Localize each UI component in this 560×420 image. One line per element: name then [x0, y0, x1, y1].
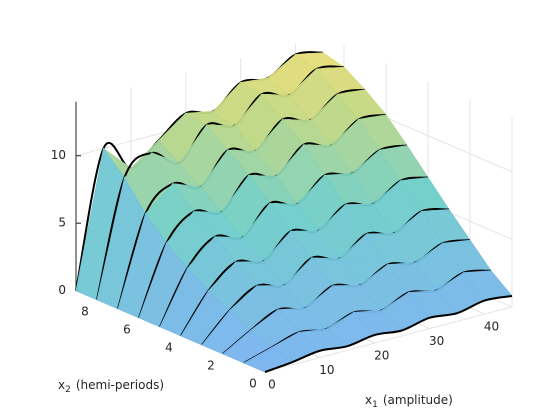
x-label-rest: (amplitude)	[383, 393, 453, 407]
surface-line	[264, 295, 513, 373]
x-tick-label: 10	[319, 363, 334, 377]
x-axis-label: x1 (amplitude)	[365, 393, 453, 410]
y-tick-label: 2	[207, 358, 215, 372]
y-label-rest: (hemi-periods)	[76, 378, 164, 392]
z-tick-label: 10	[51, 148, 66, 162]
z-tick-label: 0	[58, 283, 66, 297]
y-tick-label: 8	[81, 304, 89, 318]
x-tick-label: 20	[374, 349, 389, 363]
y-axis-label: x2 (hemi-periods)	[58, 378, 164, 395]
y-tick-label: 0	[249, 377, 257, 391]
x-tick-label: 30	[429, 334, 444, 348]
x-tick-label: 40	[484, 320, 499, 334]
y-label-sub: 2	[65, 385, 71, 395]
grid-line	[264, 306, 513, 373]
x-tick-label: 0	[268, 378, 276, 392]
x-label-base: x	[365, 393, 372, 407]
x-label-sub: 1	[372, 400, 378, 410]
z-tick-label: 5	[58, 216, 66, 230]
y-label-base: x	[58, 378, 65, 392]
y-tick-label: 4	[165, 340, 173, 354]
y-tick-label: 6	[123, 322, 131, 336]
